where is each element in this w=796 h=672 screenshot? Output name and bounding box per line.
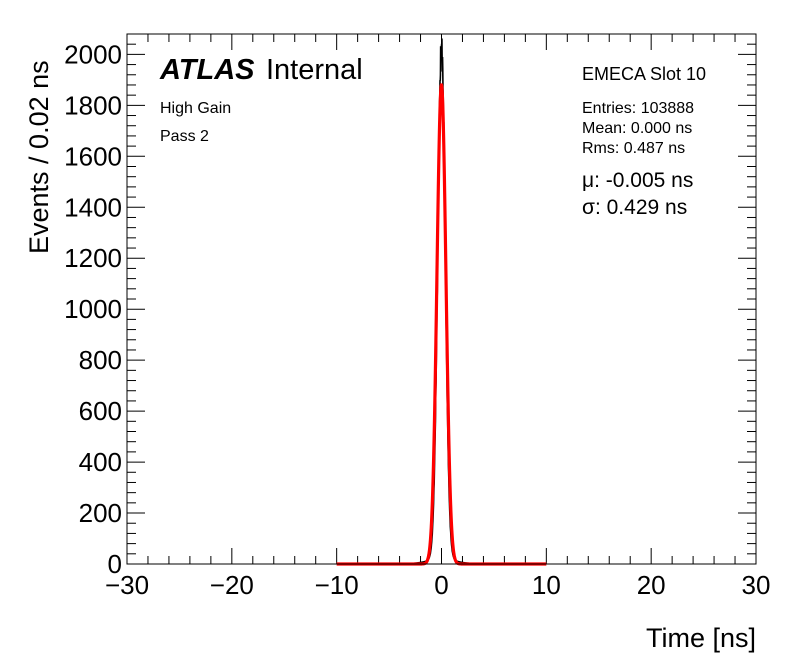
x-tick-label: 30 <box>742 570 771 600</box>
y-tick-label: 1400 <box>64 192 122 222</box>
gain-label: High Gain <box>160 100 231 117</box>
chart-title: EMECA Slot 10 <box>582 64 706 84</box>
y-tick-label: 2000 <box>64 39 122 69</box>
data-layer <box>127 38 756 566</box>
internal-text: Internal <box>266 54 363 86</box>
fit-sigma: σ: 0.429 ns <box>582 196 687 219</box>
x-tick-label: −10 <box>315 570 359 600</box>
y-tick-label: 0 <box>108 549 122 579</box>
fit-mu: μ: -0.005 ns <box>582 169 693 192</box>
y-tick-label: 1800 <box>64 90 122 120</box>
y-tick-label: 800 <box>79 345 122 375</box>
y-tick-label: 1200 <box>64 243 122 273</box>
x-tick-label: −20 <box>210 570 254 600</box>
stats-rms: Rms: 0.487 ns <box>582 140 685 157</box>
x-axis-title: Time [ns] <box>646 623 756 653</box>
y-tick-label: 1000 <box>64 294 122 324</box>
y-axis-title: Events / 0.02 ns <box>24 60 54 254</box>
x-axis-tick-labels: −30 −20 −10 0 10 20 30 <box>105 570 771 600</box>
gaussian-fit-curve <box>336 83 547 566</box>
y-tick-label: 600 <box>79 396 122 426</box>
stats-entries: Entries: 103888 <box>582 100 694 117</box>
pass-label: Pass 2 <box>160 128 209 145</box>
x-tick-label: −30 <box>105 570 149 600</box>
x-tick-label: 0 <box>434 570 448 600</box>
y-tick-label: 400 <box>79 447 122 477</box>
atlas-text: ATLAS <box>159 54 255 86</box>
y-axis-tick-labels: 0 200 400 600 800 1000 1200 1400 1600 1800 2000 <box>64 39 122 579</box>
x-tick-label: 20 <box>637 570 666 600</box>
atlas-label: ATLAS Internal <box>159 54 363 86</box>
x-tick-label: 10 <box>532 570 561 600</box>
y-axis-ticks <box>127 33 756 565</box>
y-tick-label: 1600 <box>64 141 122 171</box>
stats-mean: Mean: 0.000 ns <box>582 120 692 137</box>
data-histogram <box>399 38 484 565</box>
y-tick-label: 200 <box>79 498 122 528</box>
